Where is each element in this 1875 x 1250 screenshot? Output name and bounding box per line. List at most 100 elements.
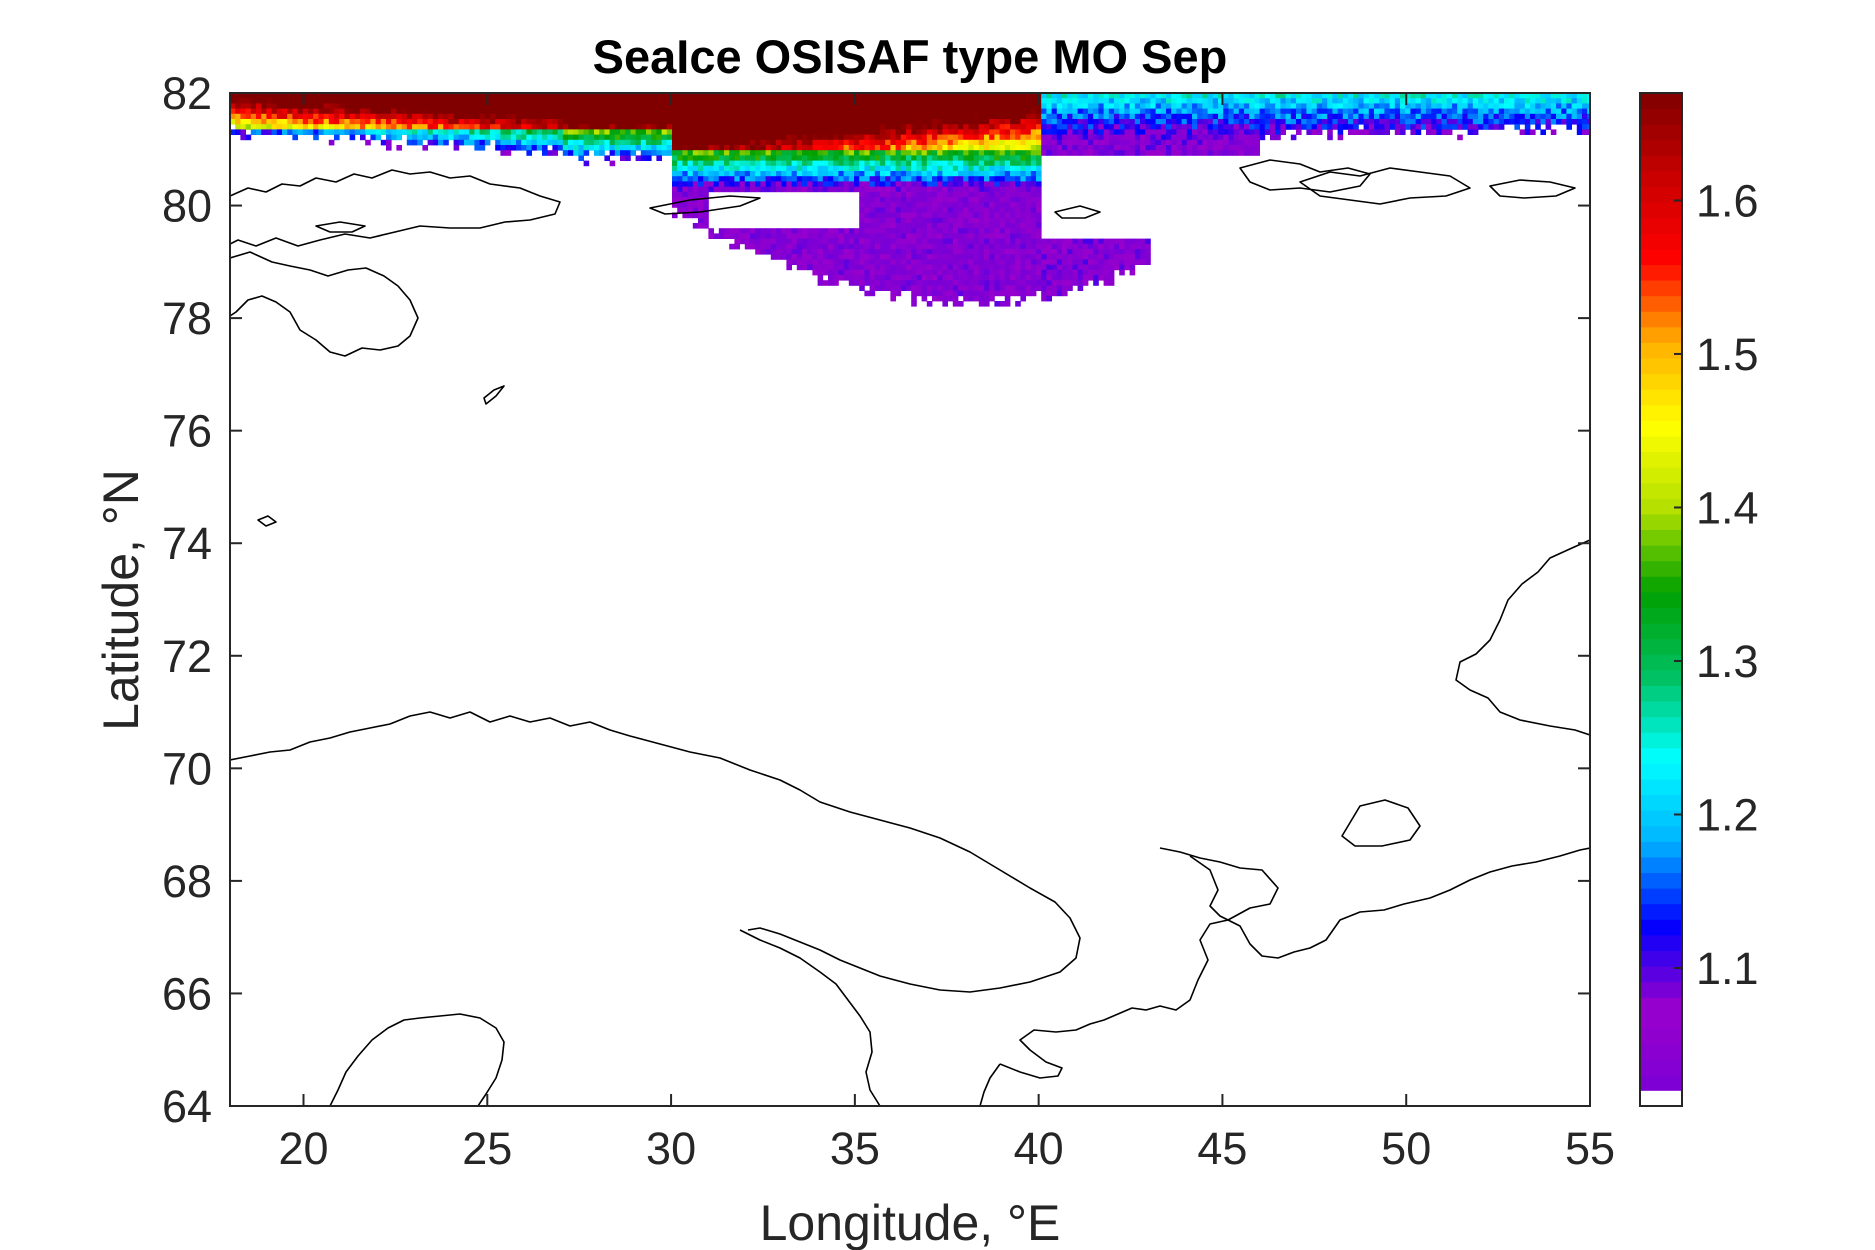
ice-cell <box>651 103 657 109</box>
ice-cell <box>230 103 236 109</box>
ice-cell <box>1088 150 1094 156</box>
ice-cell <box>942 119 948 125</box>
ice-cell <box>1004 249 1011 255</box>
colorbar-bin <box>1640 966 1682 983</box>
ice-cell <box>968 160 974 167</box>
ice-cell <box>942 93 948 99</box>
ice-cell <box>474 119 480 125</box>
ice-cell <box>1088 264 1094 271</box>
ice-cell <box>1010 275 1016 281</box>
ice-cell <box>302 129 309 135</box>
ice-cell <box>1150 129 1156 135</box>
ice-cell <box>1254 145 1260 151</box>
ice-cell <box>942 98 948 104</box>
ice-cell <box>812 160 818 167</box>
ice-cell <box>609 150 616 156</box>
ice-cell <box>770 186 777 193</box>
ice-cell <box>453 93 460 99</box>
ice-cell <box>484 103 491 109</box>
ice-cell <box>713 233 720 239</box>
ice-cell <box>958 301 964 307</box>
ice-cell <box>692 202 699 208</box>
ice-cell <box>916 228 922 234</box>
ice-cell <box>1098 98 1104 104</box>
ice-cell <box>625 103 631 109</box>
ice-cell <box>911 155 917 161</box>
ice-cell <box>682 119 688 125</box>
ice-cell <box>770 249 777 255</box>
ice-cell <box>807 238 813 245</box>
ice-cell <box>562 93 569 99</box>
ice-cell <box>1571 119 1578 125</box>
ice-cell <box>1270 98 1276 104</box>
ice-cell <box>984 171 990 177</box>
ice-cell <box>921 233 928 239</box>
ice-cell <box>1244 108 1250 115</box>
ice-cell <box>620 155 626 161</box>
ice-cell <box>760 119 766 125</box>
ice-cell <box>1129 150 1136 156</box>
ice-cell <box>1051 134 1058 141</box>
ice-cell <box>271 113 278 120</box>
ice-cell <box>1030 290 1037 297</box>
ice-cell <box>1004 233 1011 239</box>
ice-cell <box>469 98 475 104</box>
ice-cell <box>245 119 252 125</box>
ice-cell <box>318 98 324 104</box>
ice-cell <box>1171 98 1177 104</box>
ice-cell <box>542 93 548 99</box>
colorbar-bin <box>1640 217 1682 234</box>
ice-cell <box>1046 113 1052 120</box>
ice-cell <box>401 119 408 125</box>
ice-cell <box>599 119 605 125</box>
ice-cell <box>963 108 969 115</box>
ice-cell <box>573 124 579 130</box>
ice-cell <box>646 98 652 104</box>
ice-cell <box>1046 280 1052 286</box>
colorbar-bin <box>1640 623 1682 640</box>
ice-cell <box>1036 228 1042 234</box>
ice-cell <box>692 93 699 99</box>
ice-cell <box>625 108 631 115</box>
ice-cell <box>531 139 538 146</box>
ice-cell <box>1280 108 1286 115</box>
ice-cell <box>895 259 902 265</box>
ice-cell <box>952 280 959 286</box>
ice-cell <box>656 124 662 130</box>
ice-cell <box>370 129 376 135</box>
ice-cell <box>786 238 792 245</box>
ice-cell <box>1041 269 1047 276</box>
ice-cell <box>838 134 844 141</box>
ice-cell <box>1493 113 1500 120</box>
ice-cell <box>760 139 766 146</box>
ice-cell <box>921 139 928 146</box>
ice-cell <box>765 243 772 250</box>
ice-cell <box>1353 98 1359 104</box>
ice-cell <box>843 103 850 109</box>
ice-cell <box>807 119 813 125</box>
ice-cell <box>484 119 491 125</box>
ice-cell <box>812 171 818 177</box>
ice-cell <box>906 264 912 271</box>
ice-cell <box>1327 129 1333 135</box>
ice-cell <box>682 171 688 177</box>
ice-cell <box>994 197 1000 203</box>
ice-cell <box>282 98 288 104</box>
ice-cell <box>802 150 808 156</box>
ice-cell <box>1030 103 1037 109</box>
ice-cell <box>838 228 844 234</box>
ice-cell <box>604 98 610 104</box>
ice-cell <box>1077 243 1084 250</box>
ice-cell <box>864 181 870 187</box>
ice-cell <box>1108 129 1115 135</box>
ice-cell <box>1030 275 1037 281</box>
ice-cell <box>1504 108 1510 115</box>
ice-cell <box>994 150 1000 156</box>
ice-cell <box>1145 145 1151 151</box>
ice-cell <box>999 290 1006 297</box>
ice-cell <box>672 191 678 198</box>
ice-cell <box>968 145 974 151</box>
ice-cell <box>282 93 288 99</box>
ice-cell <box>339 129 345 135</box>
ice-cell <box>1160 108 1167 115</box>
